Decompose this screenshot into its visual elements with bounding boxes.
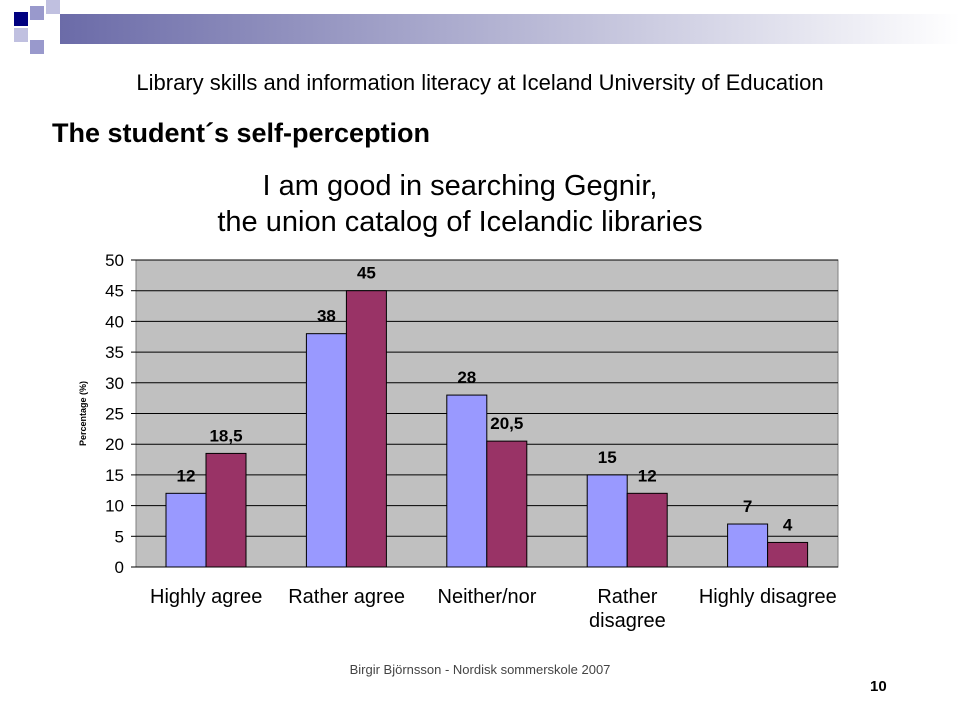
y-tick-label: 25 [105, 405, 124, 424]
decor [46, 0, 60, 14]
y-tick-label: 10 [105, 497, 124, 516]
bar [446, 394, 488, 568]
value-label: 38 [317, 307, 336, 326]
bar [767, 541, 809, 568]
decor [14, 28, 28, 42]
y-tick-label: 0 [115, 558, 124, 577]
x-tick-label: Highly disagree [698, 586, 837, 608]
decor [30, 6, 44, 20]
value-label: 12 [638, 466, 657, 485]
bar [345, 290, 387, 568]
value-label: 4 [783, 515, 793, 534]
y-tick-label: 15 [105, 466, 124, 485]
x-tick-label: Neither/nor [437, 586, 537, 608]
page-number: 10 [870, 678, 887, 695]
x-tick-label: Rather agree [288, 586, 405, 608]
value-label: 7 [743, 497, 752, 516]
value-label: 18,5 [209, 426, 242, 445]
bar [205, 452, 247, 568]
y-tick-label: 30 [105, 374, 124, 393]
slide-title: Library skills and information literacy … [136, 70, 824, 95]
bar [165, 492, 207, 568]
value-label: 15 [598, 448, 617, 467]
value-label: 20,5 [490, 414, 523, 433]
value-label: 28 [457, 368, 476, 387]
value-label: 45 [357, 264, 376, 283]
slide-heading: The student´s self-perception [52, 118, 431, 148]
y-tick-label: 20 [105, 435, 124, 454]
decor [14, 12, 28, 26]
y-axis-label: Percentage (%) [78, 381, 88, 446]
bar [305, 333, 347, 568]
x-tick-label: Highly agree [150, 586, 263, 608]
chart-title: the union catalog of Icelandic libraries [217, 206, 702, 238]
x-tick-label: Rather disagree [589, 586, 666, 632]
decor [30, 40, 44, 54]
bar [626, 492, 668, 568]
chart-title: I am good in searching Gegnir, [263, 170, 658, 202]
footer-author: Birgir Björnsson - Nordisk sommerskole 2… [349, 662, 611, 677]
bar [727, 523, 769, 568]
value-label: 12 [177, 466, 196, 485]
bar [586, 474, 628, 568]
y-tick-label: 35 [105, 343, 124, 362]
y-tick-label: 5 [115, 527, 124, 546]
decor-bar [60, 14, 960, 44]
bar [486, 440, 528, 568]
y-tick-label: 50 [105, 251, 124, 270]
y-tick-label: 45 [105, 282, 124, 301]
y-tick-label: 40 [105, 312, 124, 331]
